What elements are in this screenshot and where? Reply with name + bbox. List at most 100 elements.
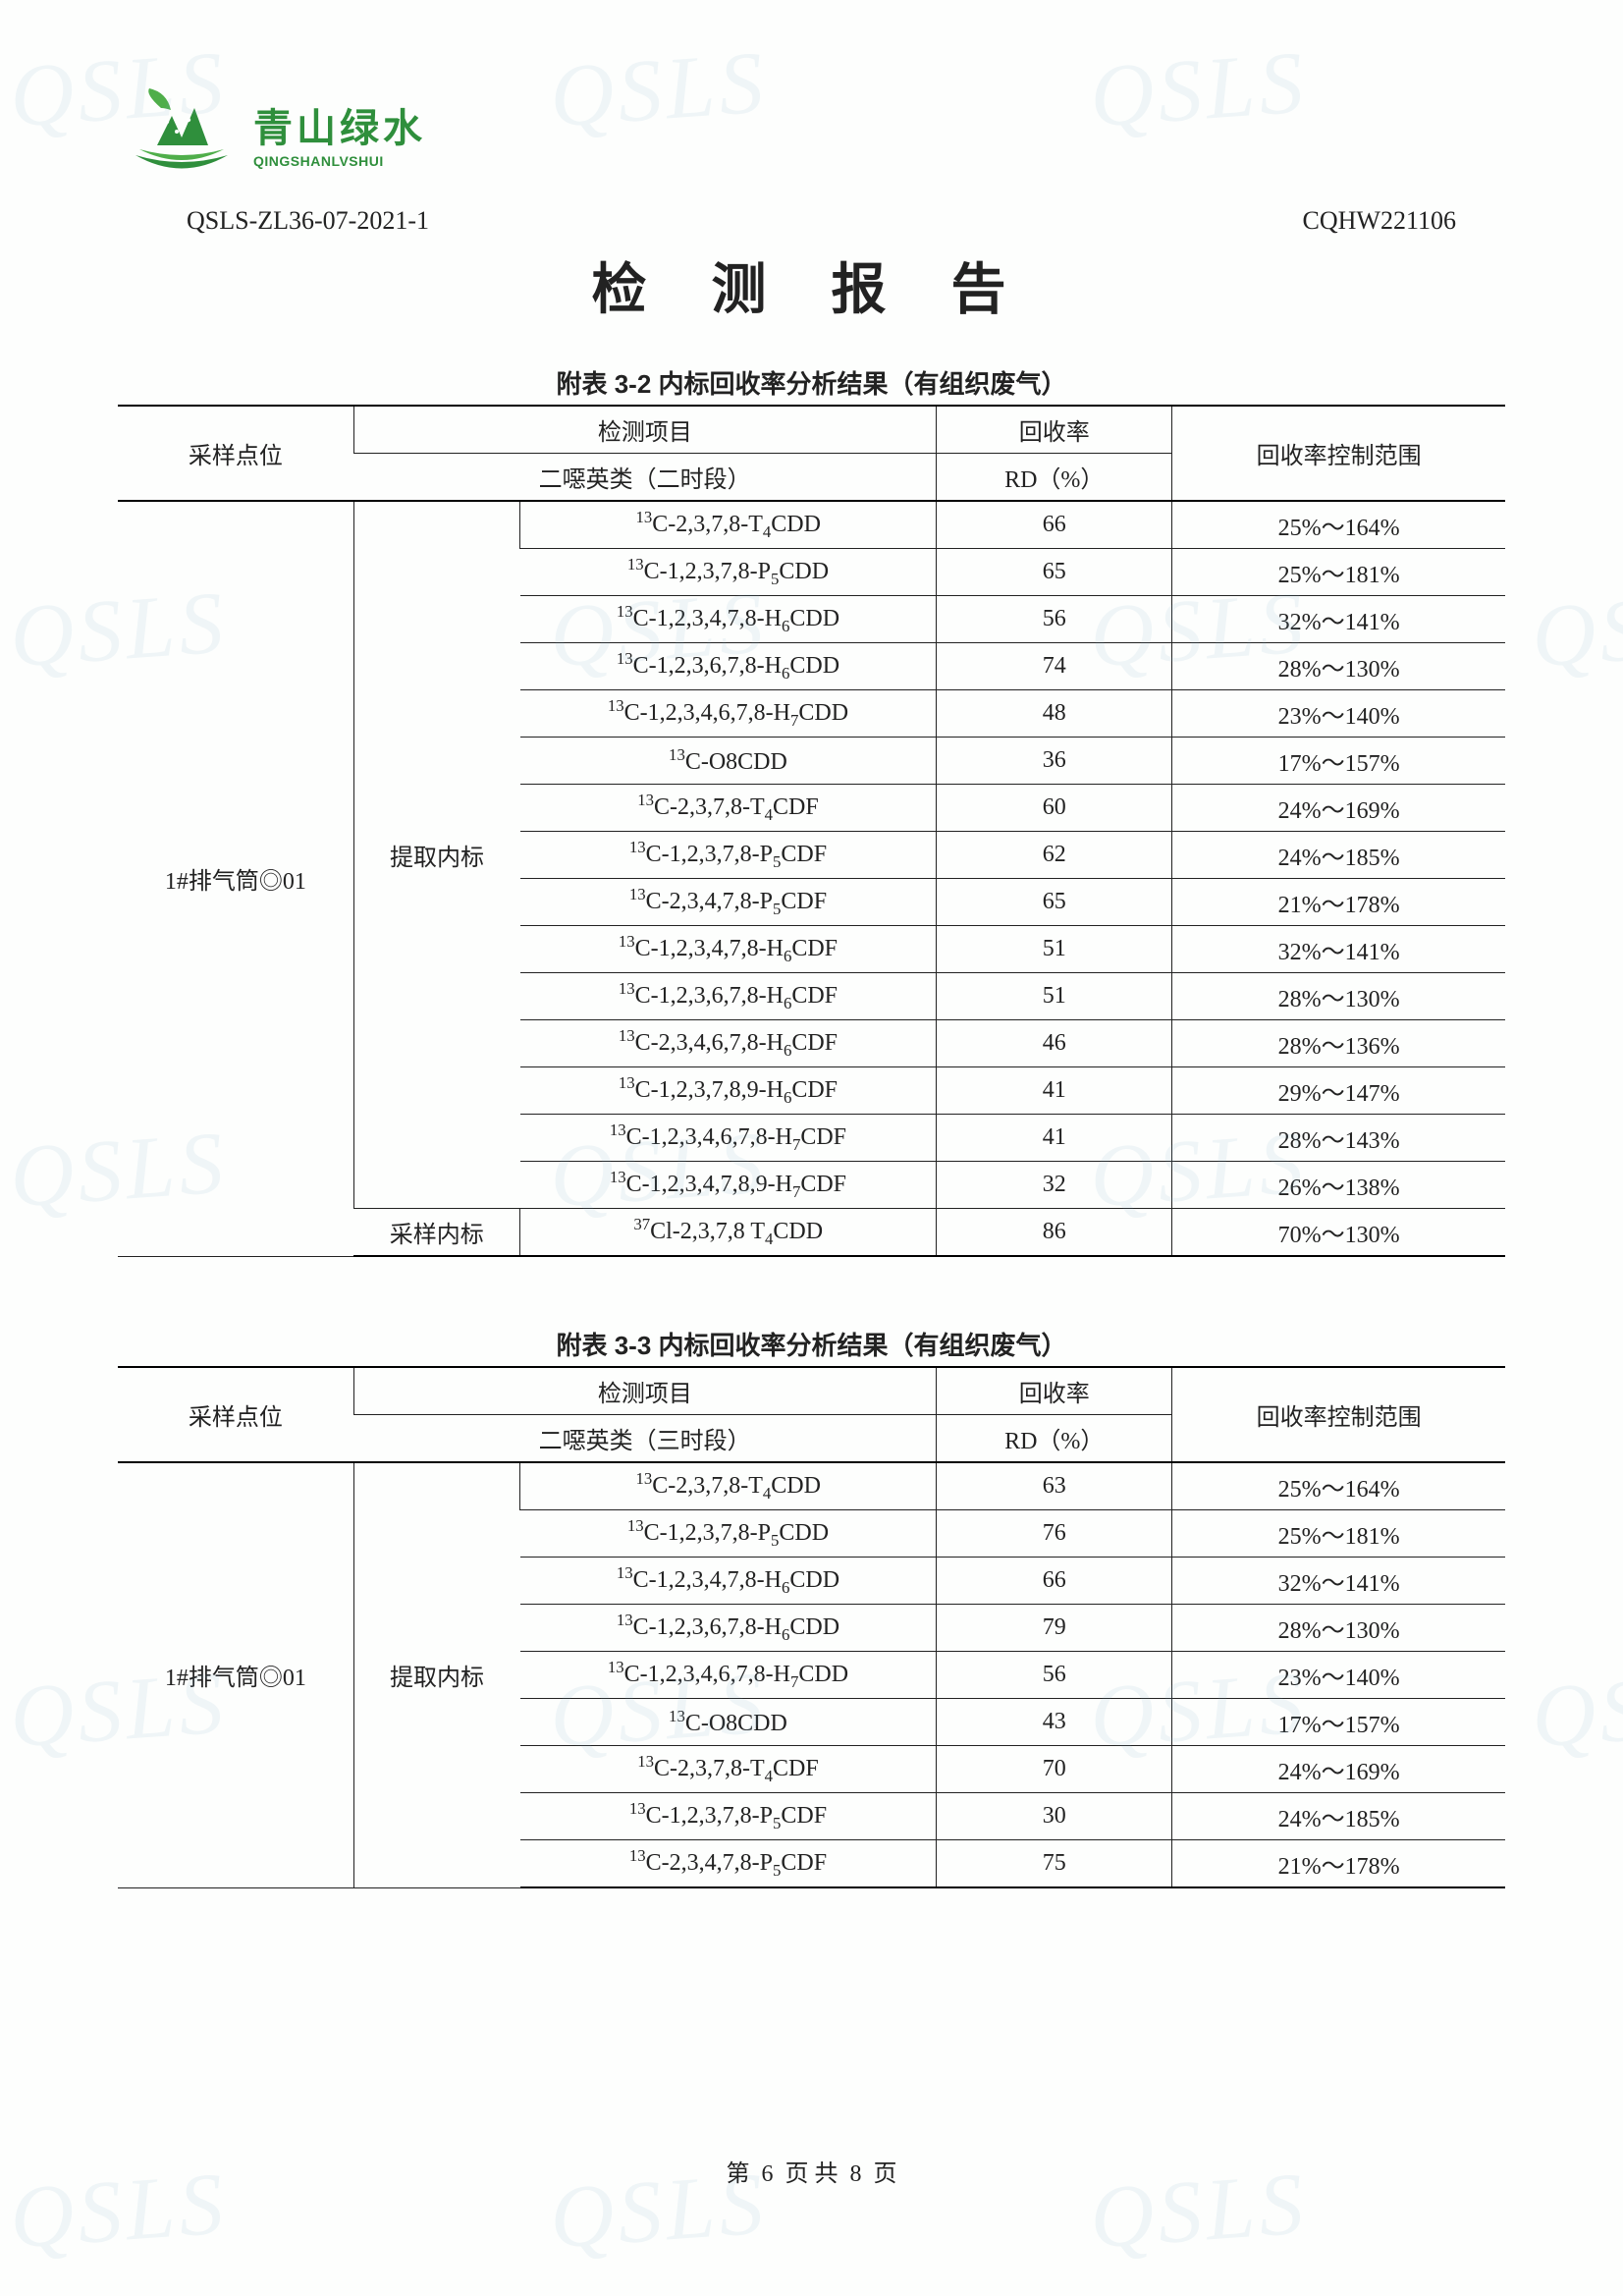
cell-range: 24%～169% [1172, 785, 1505, 832]
cell-rd: 70 [937, 1746, 1172, 1793]
cell-rd: 43 [937, 1699, 1172, 1746]
cell-rd: 30 [937, 1793, 1172, 1840]
doc-code-left: QSLS-ZL36-07-2021-1 [187, 206, 429, 236]
cell-compound: 13C-1,2,3,6,7,8-H6CDF [520, 973, 937, 1020]
cell-range: 28%～130% [1172, 643, 1505, 690]
cell-range: 25%～181% [1172, 1510, 1505, 1558]
cell-rd: 66 [937, 1558, 1172, 1605]
cell-range: 21%～178% [1172, 1840, 1505, 1888]
footer-total: 8 [850, 2161, 862, 2187]
cell-compound: 13C-1,2,3,7,8-P5CDD [520, 1510, 937, 1558]
cell-compound: 13C-2,3,7,8-T4CDF [520, 1746, 937, 1793]
cell-compound: 13C-O8CDD [520, 738, 937, 785]
logo-text-en: QINGSHANLVSHUI [253, 153, 426, 169]
cell-sampling-point: 1#排气筒◎01 [118, 501, 353, 1256]
cell-rd: 76 [937, 1510, 1172, 1558]
cell-rd: 46 [937, 1020, 1172, 1067]
cell-range: 24%～185% [1172, 832, 1505, 879]
cell-compound: 13C-2,3,7,8-T4CDD [520, 1462, 937, 1510]
table2: 采样点位 检测项目 回收率 回收率控制范围 二噁英类（三时段） RD（%） 1#… [118, 1366, 1505, 1888]
cell-compound: 37Cl-2,3,7,8 T4CDD [520, 1209, 937, 1257]
cell-compound: 13C-1,2,3,4,7,8-H6CDD [520, 596, 937, 643]
cell-compound: 13C-1,2,3,7,8-P5CDD [520, 549, 937, 596]
cell-std-extract: 提取内标 [353, 501, 520, 1209]
th-recovery: 回收率 [937, 406, 1172, 454]
footer-mid: 页 共 [785, 2161, 839, 2187]
cell-range: 24%～169% [1172, 1746, 1505, 1793]
cell-rd: 48 [937, 690, 1172, 738]
cell-compound: 13C-2,3,4,7,8-P5CDF [520, 1840, 937, 1888]
th-rd: RD（%） [937, 454, 1172, 502]
th-sampling-point: 采样点位 [118, 1367, 353, 1462]
cell-range: 70%～130% [1172, 1209, 1505, 1257]
cell-compound: 13C-1,2,3,4,7,8-H6CDD [520, 1558, 937, 1605]
cell-compound: 13C-1,2,3,6,7,8-H6CDD [520, 643, 937, 690]
th-recovery: 回收率 [937, 1367, 1172, 1415]
cell-range: 28%～130% [1172, 1605, 1505, 1652]
cell-compound: 13C-1,2,3,4,6,7,8-H7CDD [520, 690, 937, 738]
footer-current: 6 [762, 2161, 774, 2187]
cell-rd: 75 [937, 1840, 1172, 1888]
cell-compound: 13C-1,2,3,4,7,8-H6CDF [520, 926, 937, 973]
cell-range: 23%～140% [1172, 1652, 1505, 1699]
cell-range: 24%～185% [1172, 1793, 1505, 1840]
cell-rd: 86 [937, 1209, 1172, 1257]
footer-prefix: 第 [727, 2161, 750, 2187]
cell-rd: 74 [937, 643, 1172, 690]
cell-range: 23%～140% [1172, 690, 1505, 738]
cell-rd: 41 [937, 1115, 1172, 1162]
report-title: 检 测 报 告 [118, 246, 1505, 325]
cell-rd: 41 [937, 1067, 1172, 1115]
cell-range: 25%～164% [1172, 501, 1505, 549]
cell-rd: 56 [937, 596, 1172, 643]
cell-range: 26%～138% [1172, 1162, 1505, 1209]
logo-text-cn: 青山绿水 [253, 96, 426, 153]
th-sampling-point: 采样点位 [118, 406, 353, 501]
th-test-item: 检测项目 [353, 1367, 936, 1415]
cell-range: 21%～178% [1172, 879, 1505, 926]
th-category: 二噁英类（三时段） [353, 1415, 936, 1463]
cell-range: 25%～164% [1172, 1462, 1505, 1510]
footer-suffix: 页 [874, 2161, 897, 2187]
cell-range: 29%～147% [1172, 1067, 1505, 1115]
cell-compound: 13C-2,3,4,7,8-P5CDF [520, 879, 937, 926]
cell-rd: 63 [937, 1462, 1172, 1510]
cell-rd: 65 [937, 549, 1172, 596]
cell-compound: 13C-1,2,3,7,8-P5CDF [520, 832, 937, 879]
table1-caption: 附表 3-2 内标回收率分析结果（有组织废气） [118, 364, 1505, 401]
cell-range: 28%～136% [1172, 1020, 1505, 1067]
cell-compound: 13C-1,2,3,4,6,7,8-H7CDD [520, 1652, 937, 1699]
cell-rd: 65 [937, 879, 1172, 926]
cell-std-sampling: 采样内标 [353, 1209, 520, 1257]
logo-icon [128, 88, 236, 177]
cell-rd: 79 [937, 1605, 1172, 1652]
cell-compound: 13C-1,2,3,4,6,7,8-H7CDF [520, 1115, 937, 1162]
table-row: 1#排气筒◎01提取内标13C-2,3,7,8-T4CDD6325%～164% [118, 1462, 1505, 1510]
cell-rd: 60 [937, 785, 1172, 832]
cell-range: 17%～157% [1172, 1699, 1505, 1746]
th-recovery-range: 回收率控制范围 [1172, 406, 1505, 501]
table2-caption: 附表 3-3 内标回收率分析结果（有组织废气） [118, 1326, 1505, 1362]
cell-compound: 13C-1,2,3,7,8,9-H6CDF [520, 1067, 937, 1115]
cell-rd: 51 [937, 973, 1172, 1020]
cell-compound: 13C-1,2,3,4,7,8,9-H7CDF [520, 1162, 937, 1209]
cell-compound: 13C-O8CDD [520, 1699, 937, 1746]
cell-range: 25%～181% [1172, 549, 1505, 596]
cell-compound: 13C-2,3,7,8-T4CDF [520, 785, 937, 832]
cell-rd: 66 [937, 501, 1172, 549]
cell-compound: 13C-1,2,3,7,8-P5CDF [520, 1793, 937, 1840]
cell-range: 28%～130% [1172, 973, 1505, 1020]
cell-std-extract: 提取内标 [353, 1462, 520, 1887]
cell-rd: 51 [937, 926, 1172, 973]
cell-rd: 62 [937, 832, 1172, 879]
cell-compound: 13C-2,3,7,8-T4CDD [520, 501, 937, 549]
cell-range: 32%～141% [1172, 1558, 1505, 1605]
document-page: QSLS QSLS QSLS QSLS QSLS QSLS QSLS QSLS … [0, 0, 1623, 2296]
cell-rd: 56 [937, 1652, 1172, 1699]
page-footer: 第 6 页 共 8 页 [0, 2154, 1623, 2188]
table1: 采样点位 检测项目 回收率 回收率控制范围 二噁英类（二时段） RD（%） 1#… [118, 405, 1505, 1257]
th-category: 二噁英类（二时段） [353, 454, 936, 502]
cell-compound: 13C-1,2,3,6,7,8-H6CDD [520, 1605, 937, 1652]
th-test-item: 检测项目 [353, 406, 936, 454]
cell-sampling-point: 1#排气筒◎01 [118, 1462, 353, 1887]
